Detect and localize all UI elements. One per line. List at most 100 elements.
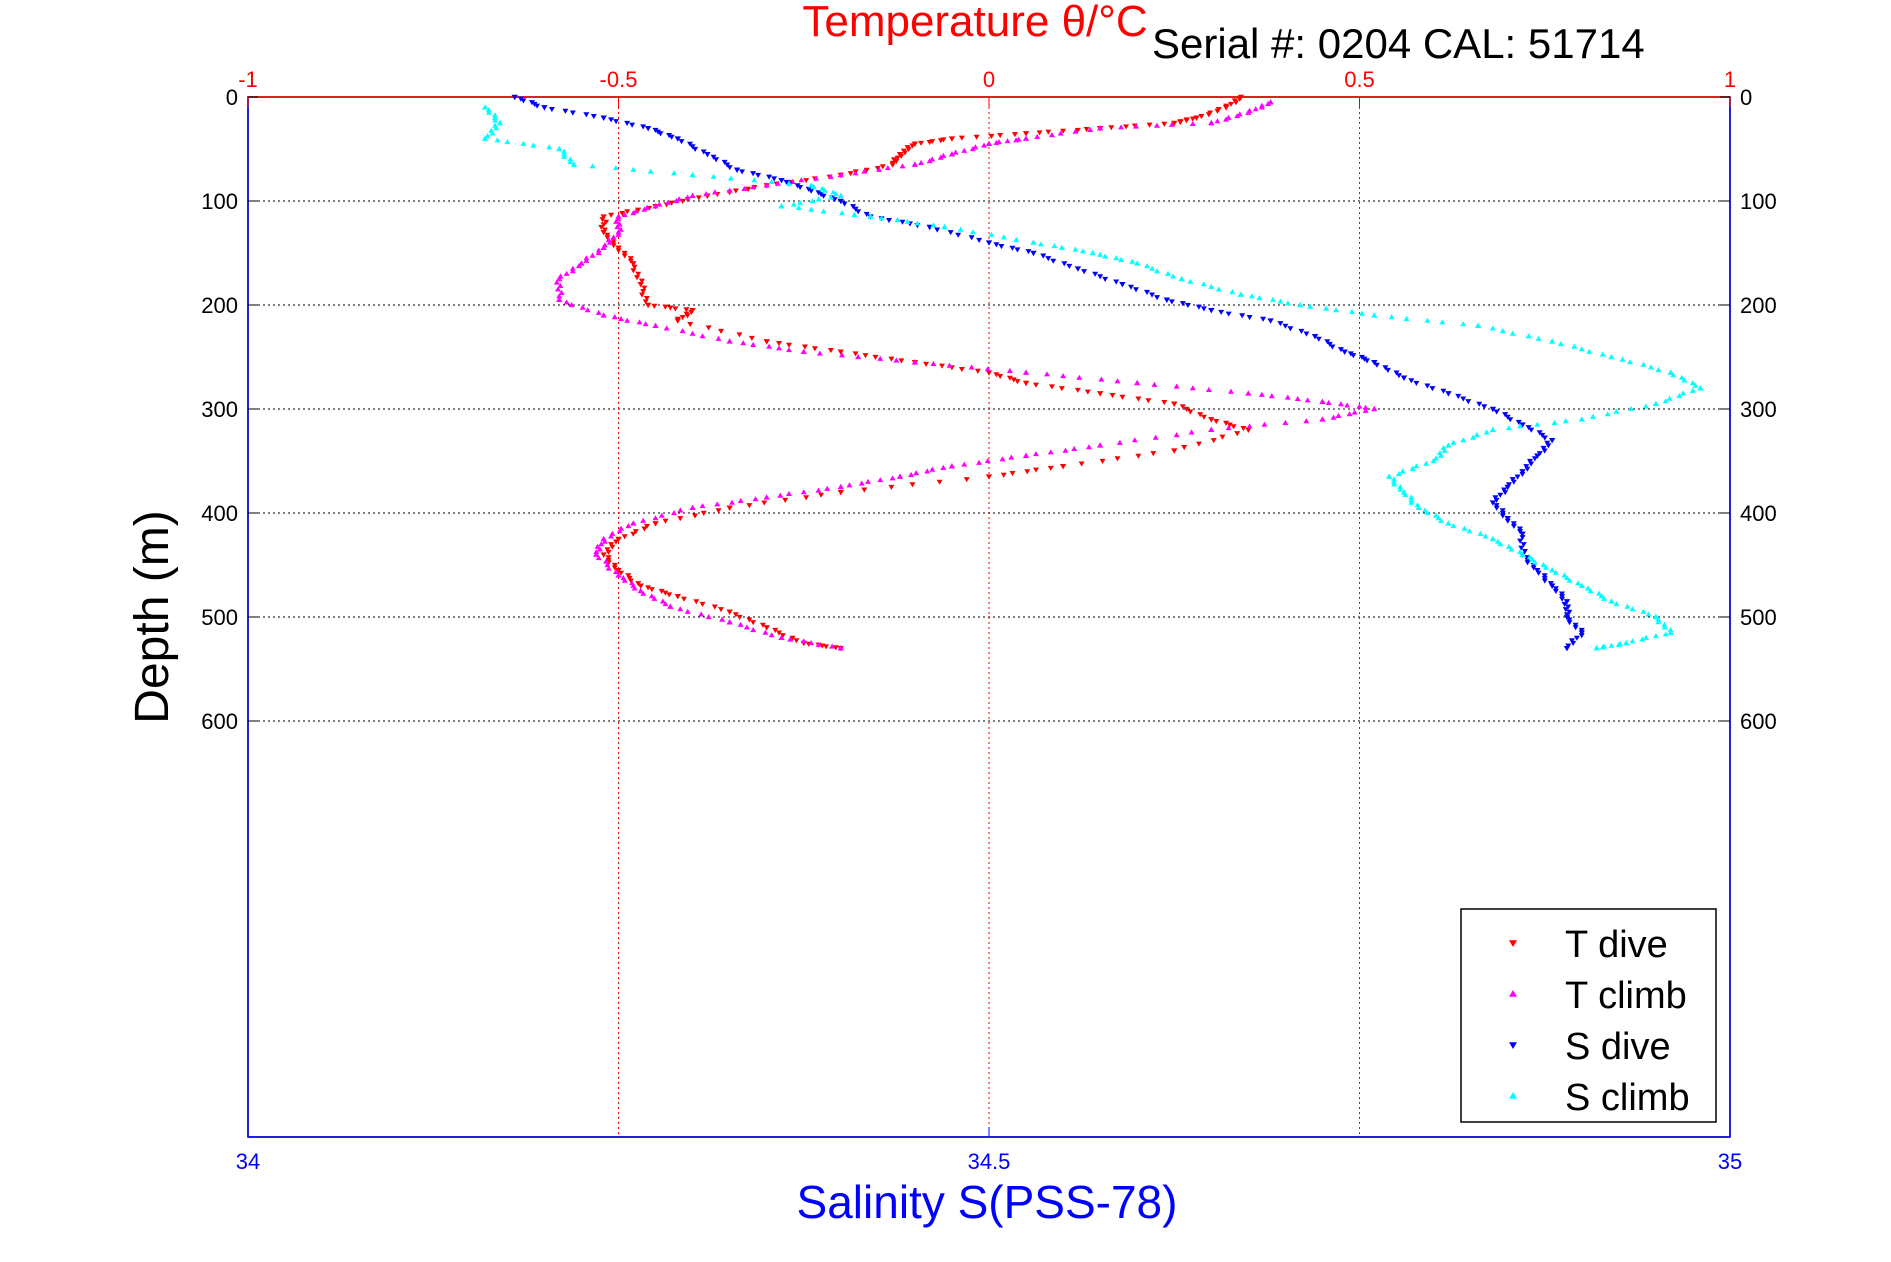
point-t-dive <box>1177 120 1184 126</box>
point-t-climb <box>815 487 822 493</box>
point-t-dive <box>1045 129 1052 135</box>
point-t-dive <box>1198 113 1205 120</box>
point-t-climb <box>985 140 993 147</box>
point-t-climb <box>930 360 937 367</box>
grid <box>248 97 1730 1137</box>
point-t-dive <box>598 224 605 230</box>
point-s-dive <box>1050 258 1057 264</box>
point-s-climb <box>1613 408 1620 414</box>
x-bottom-tick-label: 34 <box>236 1149 260 1174</box>
point-s-climb <box>1102 253 1109 259</box>
point-s-climb <box>1525 333 1532 339</box>
point-t-dive <box>1123 124 1130 130</box>
point-t-climb <box>621 211 628 217</box>
point-s-climb <box>492 117 499 123</box>
point-t-dive <box>600 552 607 558</box>
point-s-climb <box>1604 411 1611 417</box>
point-t-dive <box>939 363 945 369</box>
point-t-dive <box>627 256 634 262</box>
point-t-dive <box>1078 461 1085 467</box>
point-s-climb <box>1237 291 1245 297</box>
point-s-dive <box>955 232 962 238</box>
y-tick-label-right: 600 <box>1740 709 1777 734</box>
point-s-climb <box>1584 585 1591 591</box>
point-s-climb <box>1494 538 1501 544</box>
point-t-climb <box>584 307 591 313</box>
point-t-dive <box>750 620 757 626</box>
point-t-dive <box>861 487 868 493</box>
point-s-dive <box>1566 620 1573 626</box>
point-t-climb <box>1133 123 1139 129</box>
point-s-climb <box>1619 356 1626 362</box>
point-s-climb <box>1652 633 1659 639</box>
point-s-dive <box>1517 538 1524 544</box>
point-t-climb <box>798 177 805 183</box>
point-s-climb <box>832 191 839 197</box>
point-t-climb <box>1189 385 1196 391</box>
point-t-climb <box>865 478 872 484</box>
point-s-climb <box>1129 258 1136 264</box>
point-s-climb <box>520 140 527 146</box>
point-t-dive <box>687 321 694 328</box>
point-t-dive <box>1009 471 1016 477</box>
point-t-climb <box>553 279 560 285</box>
point-t-dive <box>1014 379 1021 385</box>
point-s-dive <box>1573 635 1580 641</box>
point-t-climb <box>598 541 605 547</box>
point-s-climb <box>1551 419 1558 425</box>
point-t-dive <box>692 513 698 519</box>
point-t-climb <box>1228 388 1235 394</box>
point-s-dive <box>1521 549 1528 555</box>
point-t-dive <box>1161 399 1168 406</box>
point-s-climb <box>1256 295 1263 301</box>
point-t-climb <box>778 634 785 641</box>
point-t-dive <box>1033 382 1039 388</box>
point-t-climb <box>1268 393 1275 399</box>
point-s-climb <box>1593 645 1600 651</box>
point-s-climb <box>1509 330 1516 336</box>
point-t-climb <box>855 354 862 360</box>
point-t-dive <box>948 136 956 142</box>
point-s-dive <box>1097 274 1104 280</box>
point-t-climb <box>877 355 884 361</box>
point-t-climb <box>578 260 585 266</box>
point-t-climb <box>1330 414 1337 420</box>
point-s-dive <box>1578 633 1585 639</box>
point-t-climb <box>658 512 665 518</box>
point-s-dive <box>1311 333 1319 340</box>
point-t-climb <box>1076 374 1083 380</box>
point-t-climb <box>1071 445 1078 451</box>
point-s-dive <box>517 96 524 102</box>
point-t-climb <box>852 170 859 176</box>
point-t-dive <box>1195 441 1202 447</box>
point-s-dive <box>1154 295 1161 301</box>
point-t-climb <box>861 168 868 174</box>
point-t-climb <box>1116 439 1123 445</box>
point-s-climb <box>1608 598 1615 604</box>
point-s-climb <box>1249 293 1256 299</box>
point-t-climb <box>593 551 600 557</box>
point-s-dive <box>520 98 527 104</box>
point-t-climb <box>1114 378 1121 384</box>
point-t-climb <box>714 501 721 507</box>
point-s-dive <box>841 201 848 207</box>
point-s-climb <box>1697 385 1704 391</box>
point-t-climb <box>703 191 710 197</box>
point-s-dive <box>1061 261 1068 267</box>
point-t-dive <box>894 155 901 161</box>
legend-marker-s-climb <box>1509 1092 1517 1099</box>
point-t-climb <box>808 640 815 646</box>
point-t-climb <box>946 362 953 368</box>
point-t-climb <box>1356 403 1363 409</box>
point-s-dive <box>511 94 518 101</box>
point-s-dive <box>1528 461 1535 467</box>
point-s-dive <box>1127 284 1134 290</box>
point-s-dive <box>1393 370 1400 376</box>
point-t-dive <box>643 523 650 529</box>
point-t-dive <box>711 604 718 610</box>
point-t-climb <box>1152 434 1159 440</box>
point-s-climb <box>1508 546 1515 552</box>
point-s-climb <box>1408 497 1415 503</box>
point-s-climb <box>1466 528 1473 534</box>
point-s-dive <box>1499 510 1506 516</box>
